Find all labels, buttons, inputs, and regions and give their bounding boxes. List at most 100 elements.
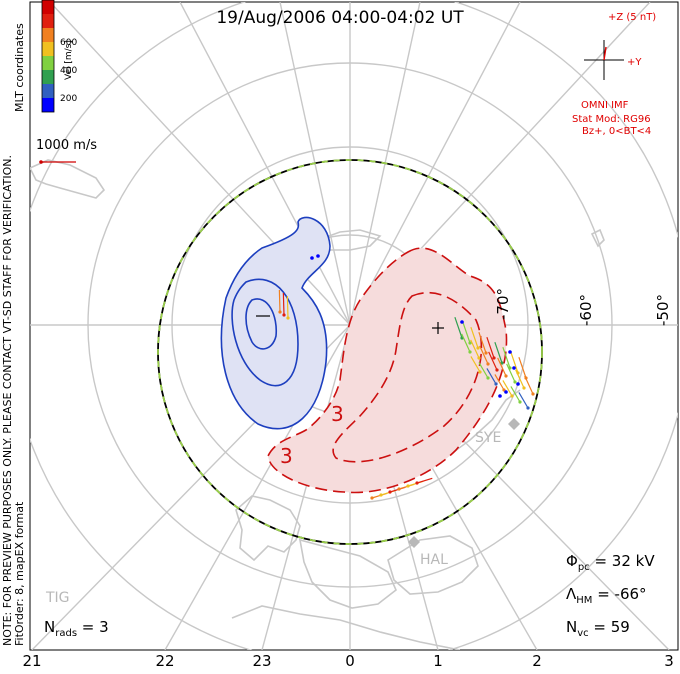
- lat-label-70: -70°: [494, 288, 512, 320]
- colorbar-swatch: [42, 98, 54, 112]
- colorbar-swatch: [42, 42, 54, 56]
- nrads-subscript: rads: [55, 628, 78, 639]
- velocity-vector: [488, 351, 498, 371]
- vector-origin: [494, 382, 498, 386]
- velocity-vector: [502, 346, 511, 369]
- imf-y-label: +Y: [627, 57, 642, 68]
- vector-origin: [495, 368, 499, 372]
- imf-condition: Bz+, 0<BT<4: [582, 126, 652, 137]
- phi-value: = 32 kV: [589, 552, 655, 570]
- vector-origin: [460, 320, 464, 324]
- colorbar-swatch: [42, 0, 54, 14]
- vector-origin: [484, 351, 488, 355]
- vector-origin: [510, 394, 514, 398]
- velocity-vector: [282, 292, 285, 316]
- dusk-convection-cell: [220, 216, 331, 430]
- vector-origin: [379, 493, 383, 497]
- nrads-symbol: N: [44, 618, 56, 636]
- imf-z-label: +Z (5 nT): [608, 12, 657, 23]
- colorbar-swatch: [42, 14, 54, 28]
- station-sye: SYE: [475, 430, 502, 446]
- velocity-vector: [470, 326, 479, 349]
- colorbar-tick-200: 200: [60, 94, 78, 104]
- imf-model: Stat Mod: RG96: [572, 114, 651, 125]
- vector-origin: [278, 310, 282, 314]
- station-markers: [408, 418, 520, 548]
- velocity-vector: [486, 368, 497, 385]
- vector-origin: [397, 487, 401, 491]
- velocity-vector: [470, 339, 480, 359]
- vector-origin: [498, 394, 502, 398]
- vector-origin: [486, 362, 490, 366]
- lat-label-60: -60°: [577, 294, 595, 326]
- vector-origin: [486, 376, 490, 380]
- colorbar-swatch: [42, 84, 54, 98]
- station-hal: HAL: [420, 552, 448, 568]
- vector-origin: [508, 350, 512, 354]
- vector-origin: [477, 356, 481, 360]
- velocity-vector: [510, 386, 521, 403]
- scale-vector: [39, 160, 76, 164]
- velocity-vector: [506, 363, 516, 383]
- vector-origin: [310, 256, 314, 260]
- lambda-value: = -66°: [592, 585, 647, 603]
- vector-origin: [388, 490, 392, 494]
- contour-label-1: 3: [331, 402, 344, 426]
- velocity-vector: [486, 336, 495, 359]
- velocity-vector: [494, 341, 503, 364]
- mlt-label-2: 2: [532, 652, 542, 670]
- vector-origin: [531, 392, 535, 396]
- radar-count: Nrads = 3: [44, 618, 109, 639]
- vector-origin: [504, 390, 508, 394]
- lambda-symbol: Λ: [566, 585, 577, 603]
- vector-origin: [492, 356, 496, 360]
- imf-dial: [584, 40, 624, 80]
- vector-origin: [500, 361, 504, 365]
- cross-polar-potential: Φpc = 32 kV: [566, 552, 655, 573]
- vector-origin: [282, 313, 286, 317]
- mlt-line: [261, 324, 351, 650]
- nvc-subscript: vc: [577, 628, 589, 639]
- colorbar-swatch: [42, 56, 54, 70]
- vector-origin: [286, 316, 290, 320]
- vector-origin: [370, 496, 374, 500]
- lat-label-50: -50°: [654, 294, 672, 326]
- vector-origin: [316, 254, 320, 258]
- lambda-subscript: HM: [576, 595, 593, 606]
- map-title: 19/Aug/2006 04:00-04:02 UT: [216, 8, 464, 28]
- fit-order-note: FitOrder: 8, mapEX format: [13, 501, 26, 646]
- velocity-vector: [462, 321, 471, 344]
- velocity-vectors: [278, 254, 535, 500]
- velocity-vector: [518, 356, 527, 379]
- vector-origin: [522, 386, 526, 390]
- colorbar-tick-600: 600: [60, 38, 78, 48]
- hm-boundary-dash: [157, 159, 543, 545]
- velocity-vector: [518, 392, 529, 409]
- imf-source: OMNI IMF: [581, 100, 629, 111]
- velocity-vector: [454, 316, 463, 339]
- vector-origin: [526, 406, 530, 410]
- vector-origin: [512, 366, 516, 370]
- colorbar-frame: [41, 0, 55, 113]
- velocity-vector: [502, 380, 513, 397]
- mlt-label-1: 1: [433, 652, 443, 670]
- velocity-vector: [515, 369, 525, 389]
- velocity-vector: [278, 289, 281, 313]
- scale-vector-label: 1000 m/s: [36, 138, 98, 153]
- hm-latitude: ΛHM = -66°: [566, 585, 647, 606]
- vector-origin: [478, 370, 482, 374]
- mlt-label-0: 0: [345, 652, 355, 670]
- dawn-convection-cell: [267, 247, 508, 494]
- nvc-value: = 59: [588, 618, 630, 636]
- phi-subscript: pc: [577, 562, 590, 573]
- velocity-colorbar: [41, 0, 55, 113]
- vector-count: Nvc = 59: [566, 618, 630, 639]
- velocity-vector: [470, 356, 481, 373]
- station-tig: TIG: [46, 590, 70, 606]
- vector-origin: [516, 382, 520, 386]
- plot-frame: [29, 1, 679, 651]
- contour-label-2: 3: [280, 444, 293, 468]
- velocity-vector: [416, 477, 433, 484]
- phi-symbol: Φ: [566, 552, 578, 570]
